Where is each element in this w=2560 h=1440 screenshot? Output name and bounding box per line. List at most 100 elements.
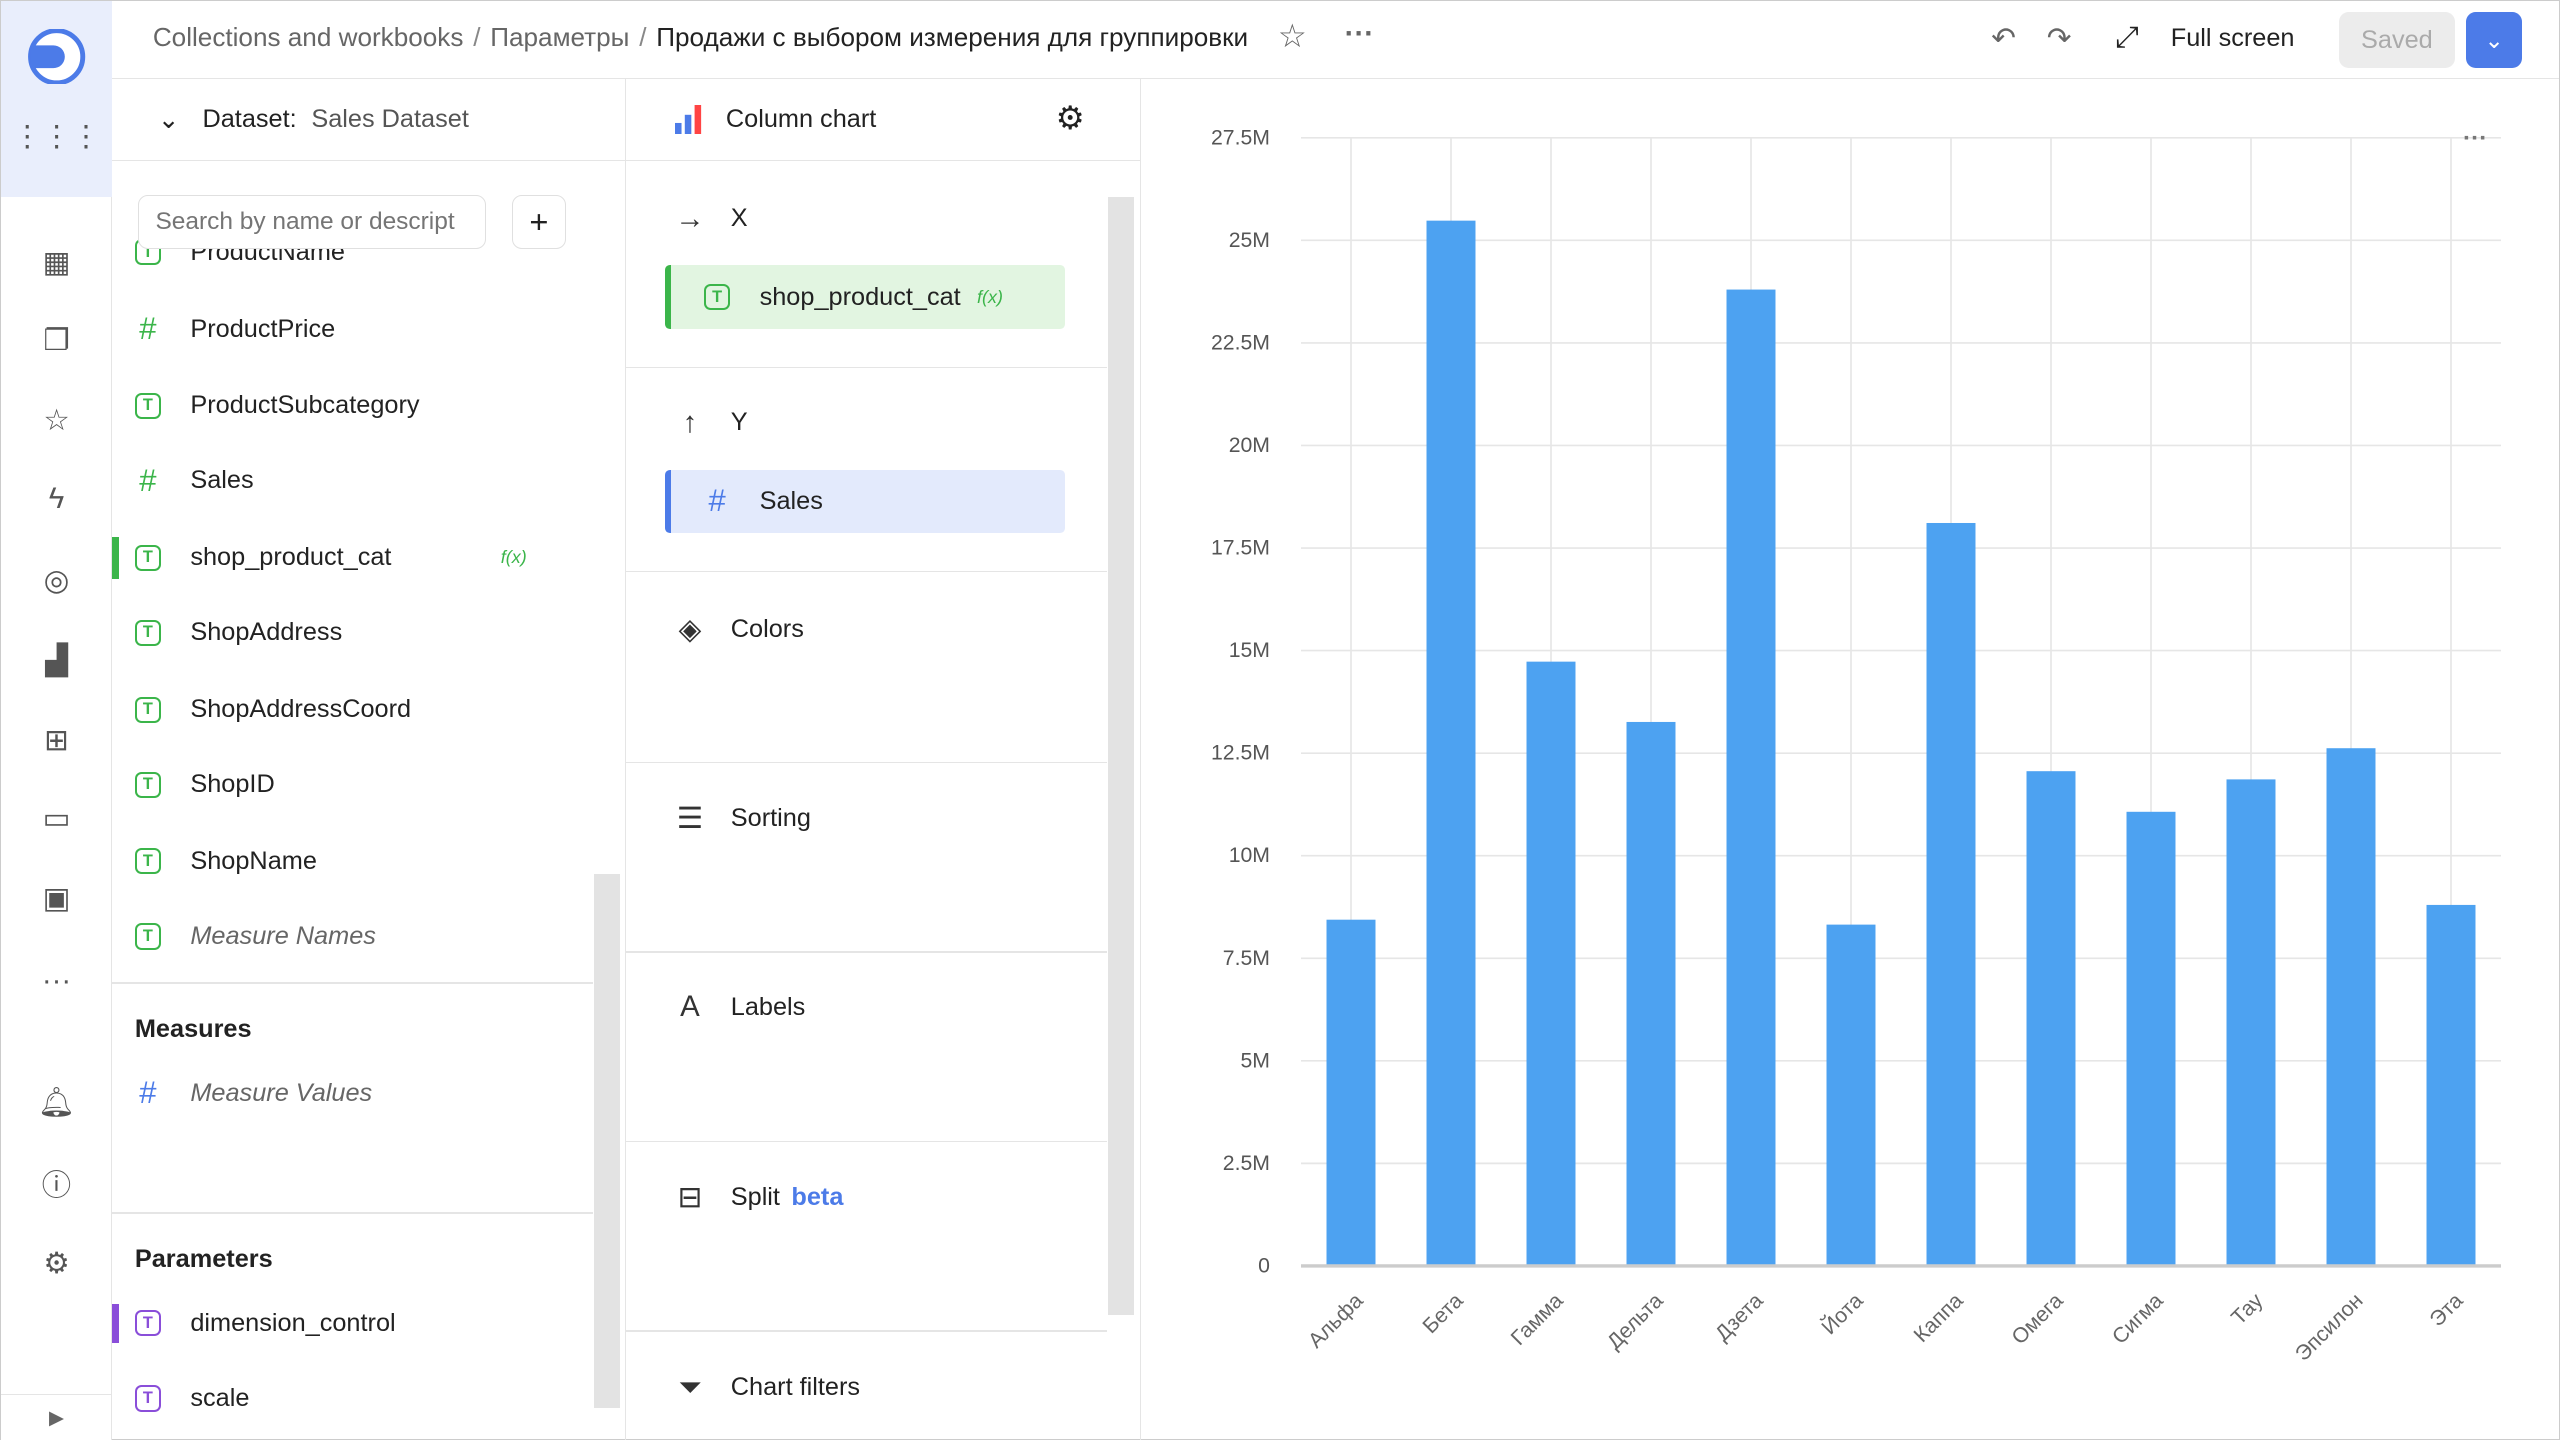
y-tick-label: 10M [1228,845,1269,868]
x-tick-label: Эта [2425,1289,2467,1331]
saved-button[interactable]: Saved [2338,12,2455,68]
label-a-icon: A [680,990,700,1024]
x-tick-label: Йота [1816,1288,1868,1340]
fullscreen-button[interactable]: Full screen [2170,23,2295,52]
more-actions-icon[interactable]: ··· [1344,17,1375,51]
y-tick-label: 25M [1228,229,1269,252]
collections-icon[interactable]: ❐ [43,324,70,358]
dataset-name[interactable]: Sales Dataset [311,105,469,134]
breadcrumb-collections[interactable]: Collections and workbooks [152,22,464,53]
dataset-scrollbar[interactable] [593,874,620,1409]
redo-icon[interactable]: ↷ [2046,21,2072,55]
bar[interactable] [1326,920,1376,1267]
x-tick-label: Гамма [1506,1289,1567,1350]
section-sorting[interactable]: ☰ Sorting [672,801,811,836]
section-labels[interactable]: A Labels [672,990,805,1024]
viz-scrollbar[interactable] [1107,196,1135,1316]
monitor-icon[interactable]: ▭ [42,802,71,836]
dataset-label: Dataset: [202,105,297,134]
field-item[interactable]: T Measure Names [134,917,376,956]
add-field-button[interactable]: + [512,195,566,250]
y-tick-label: 22.5M [1211,332,1270,355]
chart-settings-gear-icon[interactable]: ⚙ [1055,98,1085,136]
bar[interactable] [1626,722,1676,1267]
favorite-star-icon[interactable]: ☆ [1277,17,1307,55]
y-tick-label: 0 [1258,1255,1270,1278]
logo-icon[interactable] [24,28,89,85]
chart-area: ··· 0 2.5M 5M 7.5M 10M 12.5M 15M 17.5M 20M 22.5M 2… [1141,79,2560,1440]
field-item[interactable]: T ShopID [134,765,275,804]
y-tick-label: 12.5M [1211,742,1270,765]
charts-icon[interactable]: ▟ [45,644,68,678]
section-split[interactable]: ⊟ Split beta [672,1180,844,1215]
datasets-icon[interactable]: ⊞ [44,724,69,758]
chart-type-label[interactable]: Column chart [725,105,877,134]
section-colors[interactable]: ◈ Colors [672,612,804,647]
field-item[interactable]: T ShopAddress [134,613,342,652]
x-tick-label: Сигма [2108,1289,2168,1349]
fullscreen-icon[interactable]: ⤢ [2115,20,2139,54]
bar[interactable] [1526,662,1576,1267]
sort-icon: ☰ [676,801,704,835]
lightning-icon[interactable]: ϟ [48,481,65,515]
x-tick-label: Дельта [1602,1289,1667,1354]
field-item[interactable]: # Measure Values [139,1075,373,1111]
bar[interactable] [1826,924,1876,1267]
section-y: ↑ Y [672,406,748,440]
bar[interactable] [2426,905,2476,1267]
bar[interactable] [2226,779,2276,1267]
help-icon[interactable]: ⓘ [41,1169,72,1203]
star-icon[interactable]: ☆ [43,404,70,438]
bar[interactable] [2026,771,2076,1267]
bell-icon[interactable]: 🔔︎ [37,1086,76,1120]
page-title: Продажи с выбором измерения для группиро… [656,22,1249,53]
y-field-pill[interactable]: # Sales [665,469,1066,534]
x-tick-label: Дзета [1711,1289,1768,1346]
column-chart: 0 2.5M 5M 7.5M 10M 12.5M 15M 17.5M 20M 22.5M 25M 27… [1211,127,2501,1366]
chart-menu-icon[interactable]: ··· [2463,125,2488,153]
more-icon[interactable]: ··· [41,963,72,997]
formula-icon: f(x) [500,547,527,568]
save-options-dropdown[interactable]: ⌄ [2466,12,2522,68]
bar[interactable] [2126,812,2176,1267]
y-tick-label: 20M [1228,434,1269,457]
undo-icon[interactable]: ↶ [1991,21,2016,55]
y-tick-label: 7.5M [1222,947,1269,970]
y-tick-label: 2.5M [1222,1152,1269,1175]
field-item[interactable]: T ProductSubcategory [134,386,420,425]
column-chart-icon[interactable] [675,104,704,135]
breadcrumb: Collections and workbooks / Параметры / Пр… [152,22,1249,53]
section-chart-filters[interactable]: ⏷ Chart filters [672,1371,860,1405]
beta-badge: beta [791,1182,844,1211]
field-search-input[interactable] [138,195,486,250]
header: Collections and workbooks / Параметры / Пр… [112,1,2559,80]
y-tick-label: 17.5M [1211,537,1270,560]
dashboard-icon[interactable]: ▦ [42,245,71,279]
collapse-chevron-icon[interactable]: ⌄ [157,104,180,135]
paint-bucket-icon: ◈ [678,612,702,646]
y-tick-label: 27.5M [1211,127,1270,150]
field-item[interactable]: # Sales [139,462,254,498]
bar[interactable] [2326,748,2376,1267]
x-tick-label: Тау [2227,1289,2268,1330]
settings-icon[interactable]: ⚙ [43,1246,70,1280]
bar[interactable] [1926,523,1976,1267]
breadcrumb-workbook[interactable]: Параметры [490,22,630,53]
apps-grid-icon[interactable]: ⋮⋮⋮ [12,119,101,153]
bar[interactable] [1726,289,1776,1267]
field-item[interactable]: # ProductPrice [139,311,336,347]
connections-icon[interactable]: ◎ [43,564,70,598]
field-item[interactable]: T ShopName [134,842,317,881]
app-sidebar: ⋮⋮⋮ ▦ ❐ ☆ ϟ ◎ ▟ ⊞ ▭ ▣ ··· 🔔︎ ⓘ ⚙ ▶ [1,1,113,1440]
formula-icon: f(x) [977,286,1003,307]
field-item[interactable]: T ShopAddressCoord [134,690,411,729]
folder-icon[interactable]: ▣ [42,882,71,916]
expand-sidebar-button[interactable]: ▶ [1,1393,113,1440]
bar[interactable] [1426,221,1476,1267]
